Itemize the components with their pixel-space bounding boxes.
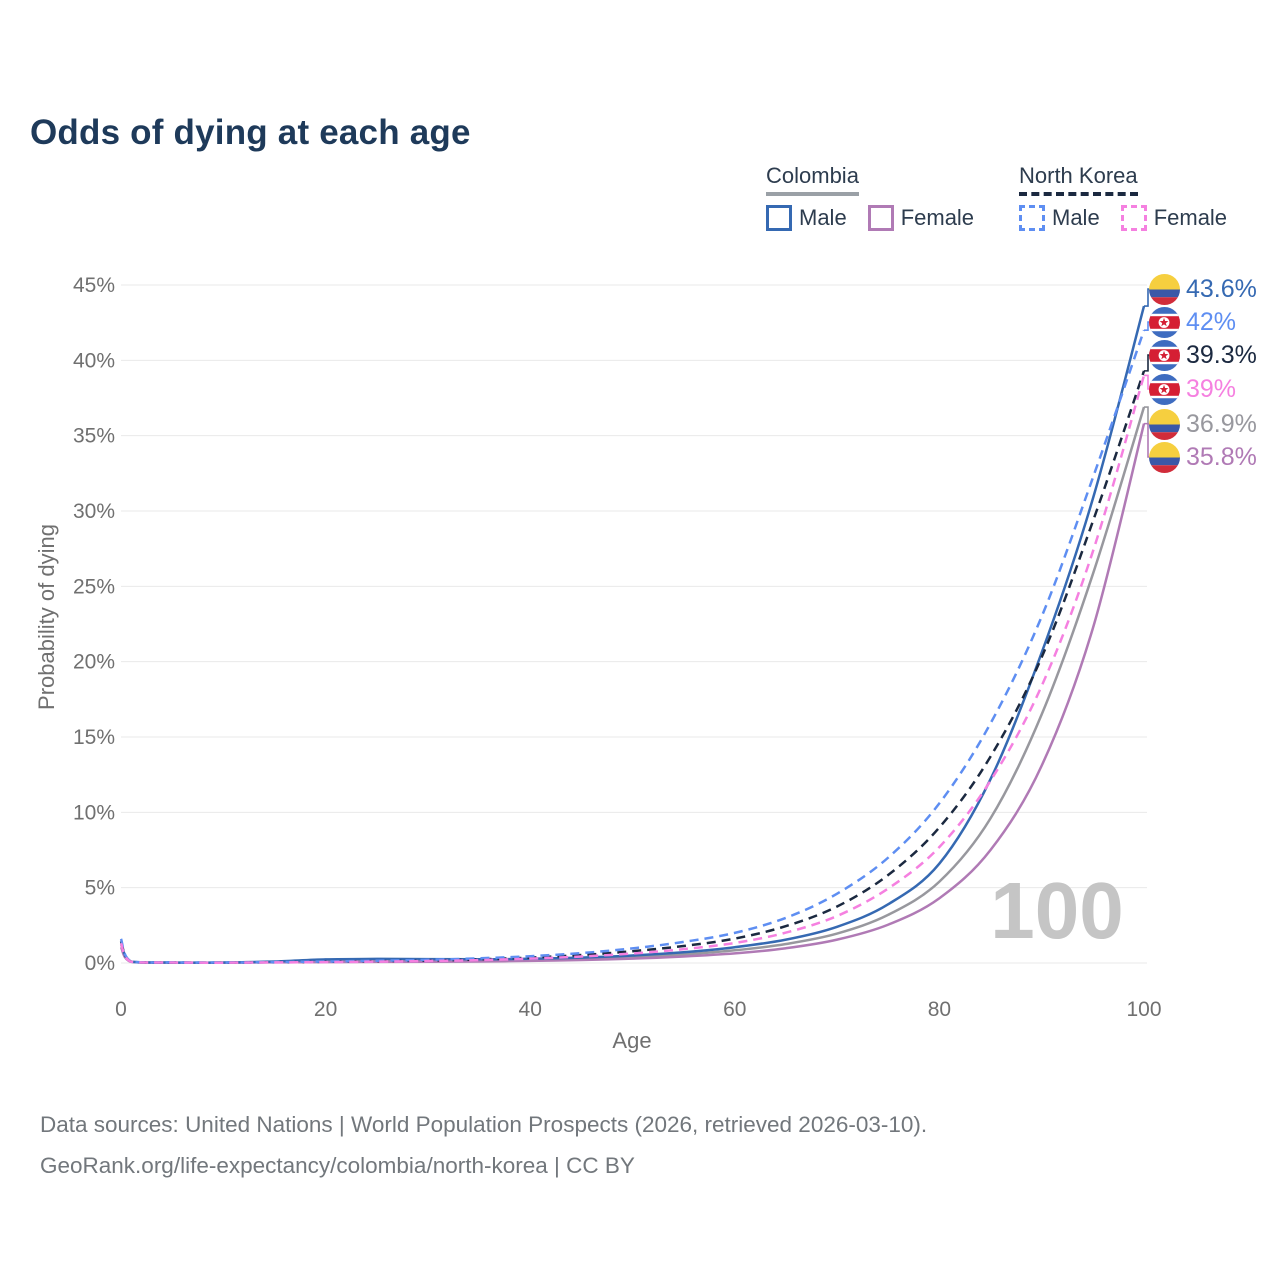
x-tick-label: 0: [115, 998, 127, 1021]
north-korea-flag-icon: [1149, 374, 1180, 405]
colombia-flag-icon: [1149, 409, 1180, 440]
plot-area[interactable]: 0% 5% 10% 15% 20% 25% 30% 35% 40% 45% 0 20 40 60 80 100…: [0, 0, 1280, 1080]
end-label-row-north_korea_male: 42%: [1149, 306, 1236, 339]
y-tick-label: 40%: [73, 349, 115, 372]
legend-group-colombia: Colombia Male Female: [766, 163, 995, 231]
chart-title: Odds of dying at each age: [30, 113, 471, 153]
end-label-value: 39%: [1186, 375, 1237, 403]
north-korea-flag-icon: [1149, 307, 1180, 338]
north-korea-male-swatch[interactable]: [1019, 205, 1045, 231]
north-korea-female-label[interactable]: Female: [1153, 205, 1228, 230]
end-label-row-colombia_male: 43.6%: [1149, 273, 1257, 306]
end-label-row-colombia_female: 35.8%: [1149, 441, 1257, 474]
x-axis-title: Age: [612, 1028, 652, 1053]
series-line-north_korea_female[interactable]: [119, 375, 1146, 964]
age-cursor-label: 100: [990, 866, 1123, 955]
y-tick-label: 25%: [73, 575, 115, 598]
y-axis-title: Probability of dying: [34, 524, 59, 710]
end-label-value: 43.6%: [1186, 275, 1257, 303]
legend-group-north-korea: North Korea Male Female: [1019, 163, 1248, 231]
y-tick-label: 10%: [73, 801, 115, 824]
x-tick-label: 20: [314, 998, 337, 1021]
colombia-male-swatch[interactable]: [766, 205, 792, 231]
y-tick-label: 0%: [85, 952, 115, 975]
colombia-male-label[interactable]: Male: [799, 205, 847, 230]
end-label-value: 42%: [1186, 308, 1237, 336]
end-label-row-north_korea_female: 39%: [1149, 373, 1236, 406]
footer-url: GeoRank.org/life-expectancy/colombia/nor…: [40, 1153, 635, 1178]
series-line-north_korea_male[interactable]: [119, 329, 1146, 964]
end-label-value: 35.8%: [1186, 443, 1257, 471]
x-tick-label: 100: [1126, 998, 1161, 1021]
end-label-value: 36.9%: [1186, 410, 1257, 438]
colombia-flag-icon: [1149, 274, 1180, 305]
end-label-value: 39.3%: [1186, 341, 1257, 369]
y-tick-label: 45%: [73, 274, 115, 297]
y-tick-label: 20%: [73, 651, 115, 674]
footer: Data sources: United Nations | World Pop…: [40, 1104, 927, 1186]
end-label-row-colombia_total: 36.9%: [1149, 408, 1257, 441]
colombia-flag-icon: [1149, 442, 1180, 473]
legend-north-korea-header[interactable]: North Korea: [1019, 163, 1138, 196]
y-tick-label: 35%: [73, 425, 115, 448]
footer-data-sources: Data sources: United Nations | World Pop…: [40, 1112, 928, 1137]
x-tick-label: 60: [723, 998, 746, 1021]
x-tick-label: 80: [928, 998, 951, 1021]
north-korea-flag-icon: [1149, 340, 1180, 371]
legend-colombia-header[interactable]: Colombia: [766, 163, 859, 196]
colombia-female-swatch[interactable]: [867, 205, 894, 231]
y-tick-label: 5%: [85, 877, 115, 900]
north-korea-male-label[interactable]: Male: [1052, 205, 1100, 230]
x-tick-label: 40: [519, 998, 542, 1021]
series-line-colombia_male[interactable]: [119, 305, 1146, 964]
colombia-female-label[interactable]: Female: [900, 205, 975, 230]
y-tick-label: 30%: [73, 500, 115, 523]
north-korea-female-swatch[interactable]: [1120, 205, 1147, 231]
y-tick-label: 15%: [73, 726, 115, 749]
end-label-row-north_korea_total: 39.3%: [1149, 339, 1257, 372]
